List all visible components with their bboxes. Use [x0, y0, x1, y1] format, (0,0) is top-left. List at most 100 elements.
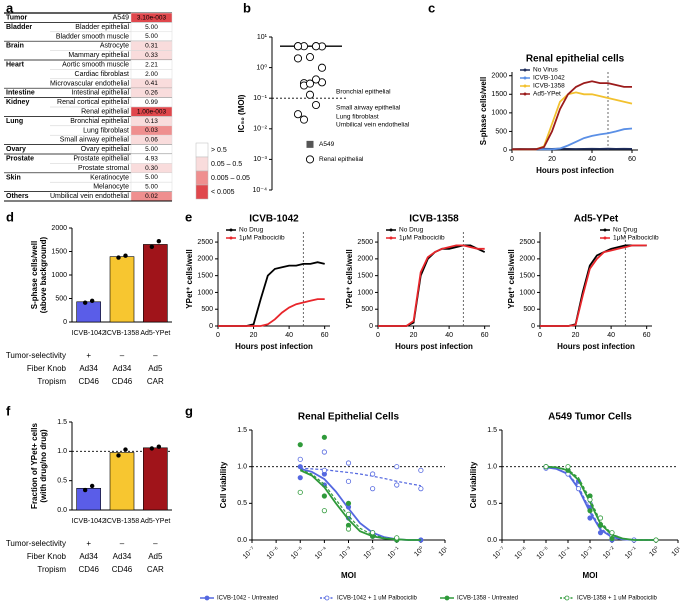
group-label: Lung [6, 118, 23, 125]
replicate-point [123, 447, 128, 452]
value-label: 0.30 [145, 165, 158, 172]
point [597, 515, 604, 521]
cell-type: Bronchial epithelial [70, 118, 129, 125]
y-tick-label: 1500 [357, 272, 373, 279]
legend-label: No Drug [239, 227, 264, 234]
cell-type: Aortic smooth muscle [62, 62, 129, 69]
cell-type: Renal cortical epithelial [57, 99, 129, 106]
x-tick-label: ICVB-1358 [105, 518, 139, 525]
group-label: Others [6, 193, 29, 200]
value-label: 0.99 [145, 99, 158, 106]
legend-label: < 0.005 [211, 189, 235, 196]
replicate-point [156, 444, 162, 449]
point [311, 100, 321, 110]
series-line [512, 91, 633, 151]
legend-label: Ad5-YPet [533, 91, 561, 98]
value-label: 5.00 [145, 24, 158, 31]
point [394, 464, 400, 470]
point [297, 489, 303, 495]
bar [109, 452, 135, 511]
legend-label: Renal epithelial [319, 156, 364, 163]
point [345, 526, 352, 532]
cell-type: Melanocyte [93, 184, 129, 191]
group-label: Kidney [6, 99, 29, 106]
legend-marker [523, 84, 527, 88]
y-tick-label: 1.5 [487, 427, 497, 434]
y-axis-label: IC₅₀ (MOI) [237, 94, 246, 132]
y-tick-label: 1.0 [487, 464, 497, 471]
x-tick-label: 20 [548, 156, 556, 163]
annotation: Small airway epithelial [336, 105, 401, 112]
table-cell: CD46 [78, 565, 99, 574]
cell-type: A549 [113, 15, 129, 22]
value-label: 5.00 [145, 174, 158, 181]
legend-label: A549 [319, 141, 335, 148]
fit-curve [300, 469, 421, 541]
point [306, 140, 314, 148]
legend-label: 0.05 – 0.5 [211, 161, 242, 168]
bar [109, 256, 135, 323]
y-tick-label: 1000 [51, 272, 67, 279]
point [297, 442, 303, 448]
cell-type: Bladder smooth muscle [56, 33, 129, 40]
table-cell: + [86, 351, 91, 360]
cell-type: Prostate epithelial [73, 156, 129, 163]
legend-swatch [195, 170, 209, 186]
cell-type: Renal epithelial [81, 109, 129, 116]
x-axis-label: Hours post infection [395, 342, 473, 351]
value-label: 5.00 [145, 146, 158, 153]
x-tick-label: 20 [250, 332, 258, 339]
x-tick-label: 20 [410, 332, 418, 339]
x-tick-label: 60 [643, 332, 651, 339]
table-row-label: Fiber Knob [27, 552, 67, 561]
x-tick-label: 40 [607, 332, 615, 339]
cell-type: Prostate stromal [78, 165, 129, 172]
point [297, 475, 303, 481]
y-tick-label: 0 [209, 323, 213, 330]
x-tick-label: 10⁻⁶ [514, 546, 529, 561]
y-tick-label: 0.5 [487, 500, 497, 507]
x-tick-label: 60 [481, 332, 489, 339]
legend-label: No Drug [613, 227, 638, 234]
bar [76, 487, 101, 511]
point [345, 460, 352, 466]
table-cell: CD46 [112, 377, 133, 386]
group-label: Prostate [6, 156, 34, 163]
y-tick-label: 0 [369, 323, 373, 330]
y-tick-label: 1500 [51, 248, 67, 255]
point [317, 63, 327, 72]
replicate-point [89, 483, 95, 489]
point [653, 537, 659, 543]
cell-type: Astrocyte [100, 43, 129, 50]
group-label: Intestine [6, 90, 35, 97]
point [293, 54, 303, 63]
point [345, 478, 352, 484]
replicate-point [116, 453, 121, 458]
series-line [512, 80, 632, 151]
point [575, 486, 582, 492]
table-cell: CD46 [112, 565, 133, 574]
point [293, 42, 303, 51]
y-tick-label: 10⁻¹ [253, 95, 267, 102]
y-tick-label: 0.5 [57, 478, 67, 485]
table-cell: – [120, 351, 125, 360]
panel-letter: d [6, 209, 14, 224]
table-cell: – [120, 539, 125, 548]
point [597, 530, 604, 536]
point [609, 535, 615, 542]
panel-letter: e [185, 209, 192, 224]
point [321, 508, 327, 514]
value-label: 5.00 [145, 184, 158, 191]
point [293, 110, 303, 119]
cell-type: Bladder epithelial [75, 24, 129, 31]
legend-marker [564, 595, 570, 601]
group-label: Tumor [6, 15, 28, 22]
point [370, 530, 376, 536]
x-tick-label: 10⁻³ [339, 545, 354, 560]
replicate-point [156, 238, 162, 244]
chart-title: A549 Tumor Cells [548, 412, 632, 423]
value-label: 0.26 [145, 90, 158, 97]
y-tick-label: 1000 [519, 289, 535, 296]
series-line [378, 244, 486, 327]
